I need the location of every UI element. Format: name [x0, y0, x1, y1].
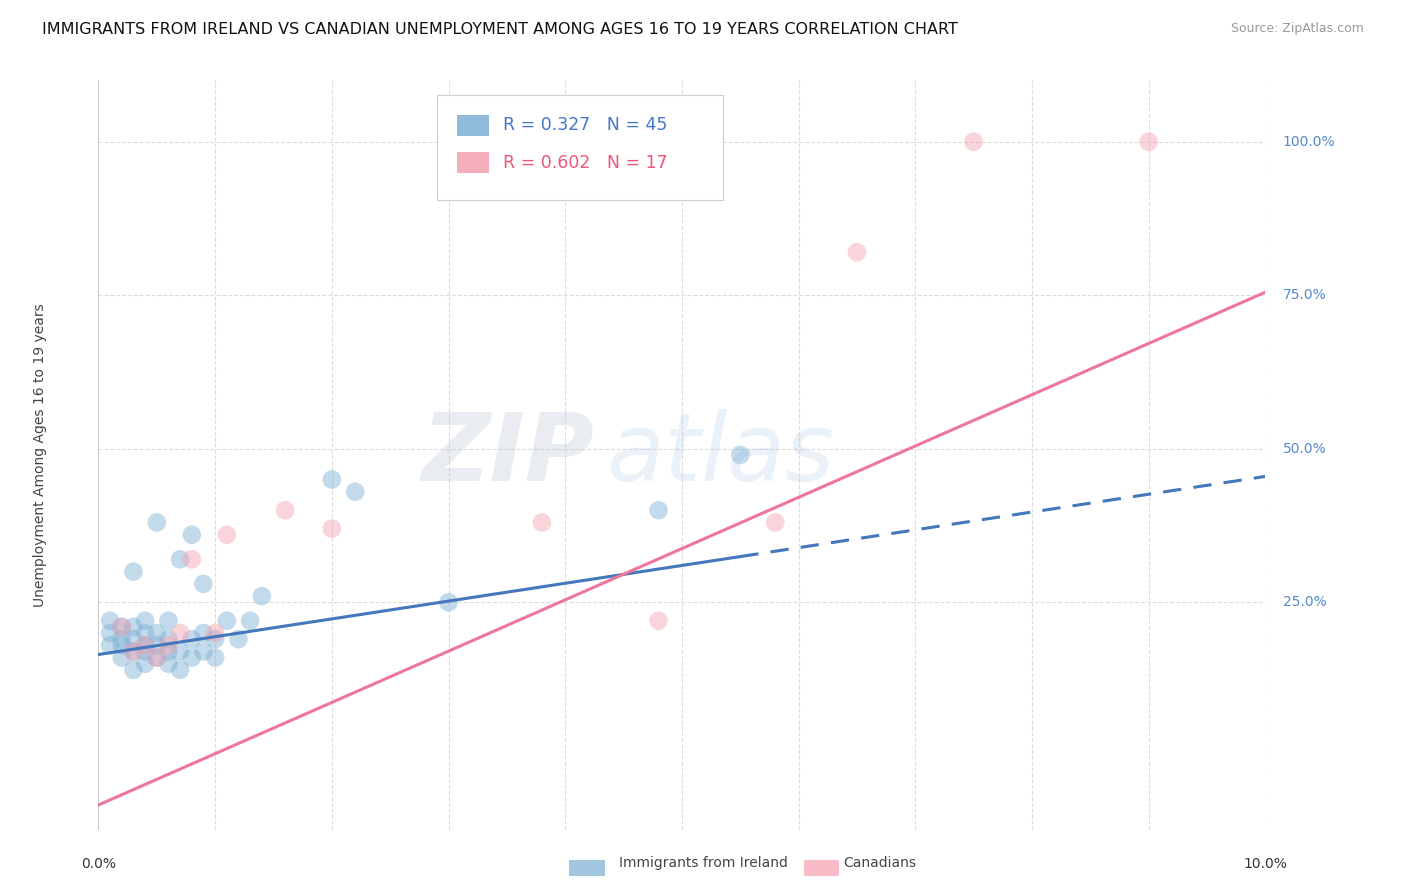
Text: 50.0%: 50.0% [1282, 442, 1327, 456]
Point [98, 638, 121, 652]
Point [437, 595, 460, 609]
Point [146, 516, 169, 530]
Point [193, 577, 215, 591]
Point [146, 650, 169, 665]
Point [228, 632, 250, 647]
Point [134, 644, 156, 658]
Point [134, 614, 156, 628]
Point [239, 614, 262, 628]
Point [730, 448, 752, 462]
Point [763, 516, 786, 530]
Point [134, 638, 156, 652]
Point [250, 589, 273, 603]
Point [111, 620, 134, 634]
Point [146, 638, 169, 652]
Point [157, 657, 180, 671]
Point [204, 626, 226, 640]
Point [157, 644, 180, 658]
Point [111, 638, 134, 652]
Point [169, 663, 191, 677]
Point [111, 650, 134, 665]
Text: 100.0%: 100.0% [1282, 135, 1336, 149]
Point [122, 663, 145, 677]
FancyBboxPatch shape [457, 115, 489, 136]
Text: Immigrants from Ireland: Immigrants from Ireland [619, 855, 787, 870]
Point [180, 528, 202, 542]
Point [134, 638, 156, 652]
Point [134, 626, 156, 640]
Point [215, 528, 238, 542]
Text: R = 0.327   N = 45: R = 0.327 N = 45 [503, 116, 668, 134]
Point [122, 565, 145, 579]
Point [122, 644, 145, 658]
Point [215, 614, 238, 628]
Point [157, 632, 180, 647]
Point [98, 614, 121, 628]
Point [134, 657, 156, 671]
Point [204, 632, 226, 647]
Point [157, 638, 180, 652]
Point [846, 245, 869, 260]
Point [122, 644, 145, 658]
Point [180, 632, 202, 647]
Point [157, 614, 180, 628]
Point [1137, 135, 1160, 149]
Point [647, 614, 669, 628]
Text: Source: ZipAtlas.com: Source: ZipAtlas.com [1230, 22, 1364, 36]
Point [344, 484, 367, 499]
Text: Unemployment Among Ages 16 to 19 years: Unemployment Among Ages 16 to 19 years [34, 303, 46, 607]
Text: atlas: atlas [606, 409, 834, 500]
Text: IMMIGRANTS FROM IRELAND VS CANADIAN UNEMPLOYMENT AMONG AGES 16 TO 19 YEARS CORRE: IMMIGRANTS FROM IRELAND VS CANADIAN UNEM… [42, 22, 957, 37]
Point [111, 632, 134, 647]
Point [169, 626, 191, 640]
Point [180, 552, 202, 566]
Text: 25.0%: 25.0% [1282, 595, 1327, 609]
Point [98, 626, 121, 640]
Point [146, 626, 169, 640]
Point [146, 650, 169, 665]
Point [180, 650, 202, 665]
Point [321, 522, 343, 536]
Text: 0.0%: 0.0% [82, 857, 115, 871]
Point [193, 644, 215, 658]
FancyBboxPatch shape [457, 153, 489, 173]
Point [321, 473, 343, 487]
Point [122, 632, 145, 647]
Point [193, 626, 215, 640]
Text: R = 0.602   N = 17: R = 0.602 N = 17 [503, 153, 668, 171]
Point [169, 644, 191, 658]
Text: 75.0%: 75.0% [1282, 288, 1327, 302]
Point [274, 503, 297, 517]
Point [962, 135, 984, 149]
Text: ZIP: ZIP [422, 409, 595, 501]
Text: Canadians: Canadians [844, 855, 917, 870]
Point [122, 620, 145, 634]
Text: 10.0%: 10.0% [1243, 857, 1288, 871]
Point [204, 650, 226, 665]
Point [169, 552, 191, 566]
Point [647, 503, 669, 517]
Point [530, 516, 553, 530]
Point [111, 620, 134, 634]
FancyBboxPatch shape [437, 95, 723, 200]
